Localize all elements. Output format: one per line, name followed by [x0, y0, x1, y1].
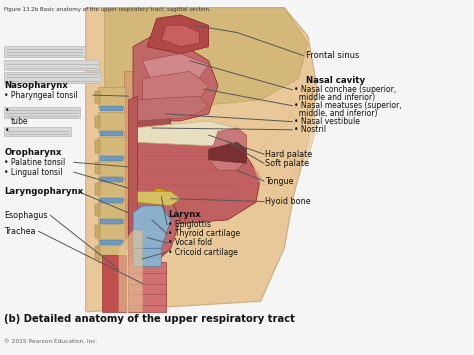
- Text: • Pharyngeal tonsil: • Pharyngeal tonsil: [4, 91, 78, 100]
- Polygon shape: [133, 248, 161, 266]
- Polygon shape: [128, 195, 180, 266]
- Polygon shape: [128, 96, 138, 255]
- Bar: [98, 243, 125, 262]
- Bar: [4, 72, 101, 83]
- Polygon shape: [133, 121, 237, 146]
- Polygon shape: [133, 206, 171, 248]
- Text: © 2015 Pearson Education, Inc.: © 2015 Pearson Education, Inc.: [4, 339, 98, 344]
- Text: Larynx: Larynx: [168, 210, 201, 219]
- Bar: [4, 108, 80, 118]
- Text: • Nasal vestibule: • Nasal vestibule: [294, 117, 360, 126]
- Bar: [95, 140, 100, 153]
- Text: Oropharynx: Oropharynx: [4, 148, 62, 157]
- Bar: [100, 177, 123, 182]
- Polygon shape: [143, 54, 209, 82]
- Bar: [95, 204, 100, 217]
- Text: Figure 13.2b Basic anatomy of the upper respiratory tract, sagittal section.: Figure 13.2b Basic anatomy of the upper …: [4, 7, 211, 12]
- Text: Hard palate: Hard palate: [265, 150, 313, 159]
- Bar: [100, 219, 123, 224]
- Text: • Lingual tonsil: • Lingual tonsil: [4, 168, 63, 177]
- Text: • Nostril: • Nostril: [294, 125, 326, 134]
- Text: (b) Detailed anatomy of the upper respiratory tract: (b) Detailed anatomy of the upper respir…: [4, 313, 295, 324]
- Bar: [98, 158, 125, 178]
- Bar: [98, 87, 125, 107]
- Text: Trachea: Trachea: [4, 227, 36, 236]
- Text: • Cricoid cartilage: • Cricoid cartilage: [168, 247, 238, 257]
- Text: middle and inferior): middle and inferior): [294, 93, 375, 102]
- Bar: [100, 240, 123, 245]
- Text: • Thyroid cartilage: • Thyroid cartilage: [168, 229, 241, 238]
- Polygon shape: [138, 142, 261, 223]
- Bar: [100, 106, 123, 111]
- Bar: [95, 116, 100, 128]
- Text: Hyoid bone: Hyoid bone: [265, 197, 311, 206]
- Bar: [4, 60, 99, 70]
- Bar: [95, 246, 100, 259]
- Polygon shape: [138, 96, 209, 121]
- Bar: [4, 46, 85, 57]
- Text: Esophagus: Esophagus: [4, 211, 48, 220]
- Text: • Palatine tonsil: • Palatine tonsil: [4, 158, 66, 167]
- Text: • Vocal fold: • Vocal fold: [168, 239, 213, 247]
- Text: Tongue: Tongue: [265, 176, 294, 186]
- Bar: [95, 183, 100, 195]
- Text: Soft palate: Soft palate: [265, 159, 310, 168]
- Bar: [124, 71, 152, 248]
- Polygon shape: [209, 128, 246, 170]
- Text: Nasal cavity: Nasal cavity: [306, 76, 365, 85]
- Text: Frontal sinus: Frontal sinus: [306, 51, 359, 60]
- Polygon shape: [161, 26, 199, 47]
- Bar: [98, 222, 125, 241]
- Polygon shape: [102, 255, 126, 312]
- Bar: [98, 112, 125, 132]
- Bar: [98, 137, 125, 156]
- Bar: [95, 91, 100, 103]
- Polygon shape: [133, 36, 218, 121]
- Text: tube: tube: [11, 117, 28, 126]
- Polygon shape: [251, 89, 318, 185]
- Bar: [98, 201, 125, 220]
- Bar: [100, 198, 123, 203]
- Text: Nasopharynx: Nasopharynx: [4, 81, 68, 90]
- Text: Laryngopharynx: Laryngopharynx: [4, 187, 84, 196]
- Bar: [100, 131, 123, 136]
- Polygon shape: [105, 8, 308, 107]
- Bar: [98, 179, 125, 199]
- Polygon shape: [209, 142, 246, 163]
- Bar: [4, 127, 71, 136]
- Polygon shape: [133, 100, 171, 135]
- Polygon shape: [147, 15, 209, 54]
- Bar: [100, 155, 123, 160]
- Text: • Epiglottis: • Epiglottis: [168, 220, 211, 229]
- Polygon shape: [143, 71, 209, 103]
- Text: •: •: [4, 106, 9, 115]
- Polygon shape: [86, 8, 318, 312]
- Polygon shape: [147, 188, 168, 204]
- Text: middle, and inferior): middle, and inferior): [294, 109, 377, 118]
- Polygon shape: [119, 230, 143, 312]
- Bar: [95, 225, 100, 237]
- Polygon shape: [138, 192, 180, 206]
- Polygon shape: [128, 262, 166, 312]
- Text: • Nasal meatuses (superior,: • Nasal meatuses (superior,: [294, 101, 401, 110]
- Text: • Nasal conchae (superior,: • Nasal conchae (superior,: [294, 85, 396, 94]
- Bar: [95, 162, 100, 174]
- Text: •: •: [4, 126, 9, 135]
